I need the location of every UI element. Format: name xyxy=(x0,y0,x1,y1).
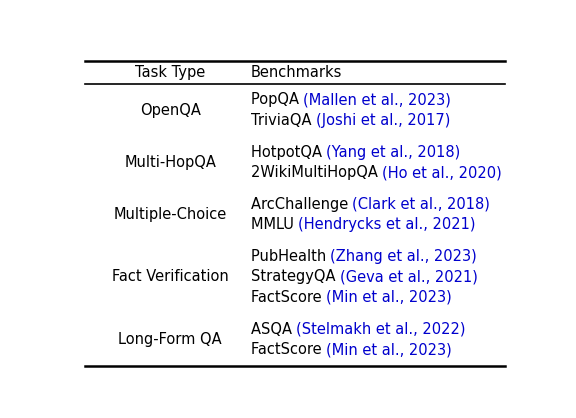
Text: Long-Form QA: Long-Form QA xyxy=(119,332,222,347)
Text: (Min et al., 2023): (Min et al., 2023) xyxy=(326,290,452,305)
Text: PopQA: PopQA xyxy=(251,92,303,107)
Text: MMLU: MMLU xyxy=(251,217,298,232)
Text: (Min et al., 2023): (Min et al., 2023) xyxy=(326,342,452,357)
Text: Task Type: Task Type xyxy=(135,65,205,80)
Text: Fact Verification: Fact Verification xyxy=(112,270,229,285)
Text: ArcChallenge: ArcChallenge xyxy=(251,197,353,212)
Text: (Geva et al., 2021): (Geva et al., 2021) xyxy=(340,270,478,285)
Text: (Mallen et al., 2023): (Mallen et al., 2023) xyxy=(303,92,451,107)
Text: (Yang et al., 2018): (Yang et al., 2018) xyxy=(326,145,460,160)
Text: (Hendrycks et al., 2021): (Hendrycks et al., 2021) xyxy=(298,217,476,232)
Text: Multiple-Choice: Multiple-Choice xyxy=(113,207,227,222)
Text: Multi-HopQA: Multi-HopQA xyxy=(124,155,216,170)
Text: Benchmarks: Benchmarks xyxy=(251,65,342,80)
Text: StrategyQA: StrategyQA xyxy=(251,270,340,285)
Text: ASQA: ASQA xyxy=(251,322,296,337)
Text: OpenQA: OpenQA xyxy=(140,102,200,117)
Text: FactScore: FactScore xyxy=(251,290,326,305)
Text: HotpotQA: HotpotQA xyxy=(251,145,326,160)
Text: FactScore: FactScore xyxy=(251,342,326,357)
Text: (Zhang et al., 2023): (Zhang et al., 2023) xyxy=(331,249,477,264)
Text: (Joshi et al., 2017): (Joshi et al., 2017) xyxy=(316,113,450,128)
Text: (Ho et al., 2020): (Ho et al., 2020) xyxy=(382,165,502,180)
Text: TriviaQA: TriviaQA xyxy=(251,113,316,128)
Text: PubHealth: PubHealth xyxy=(251,249,331,264)
Text: 2WikiMultiHopQA: 2WikiMultiHopQA xyxy=(251,165,382,180)
Text: (Stelmakh et al., 2022): (Stelmakh et al., 2022) xyxy=(296,322,465,337)
Text: (Clark et al., 2018): (Clark et al., 2018) xyxy=(353,197,490,212)
